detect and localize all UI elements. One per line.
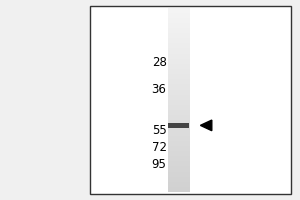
Bar <box>168 123 189 128</box>
Text: 28: 28 <box>152 56 166 69</box>
Polygon shape <box>200 120 212 131</box>
Text: 95: 95 <box>152 158 166 171</box>
Bar <box>90 6 291 194</box>
Text: 72: 72 <box>152 141 166 154</box>
Text: 55: 55 <box>152 124 167 137</box>
Text: 36: 36 <box>152 83 166 96</box>
